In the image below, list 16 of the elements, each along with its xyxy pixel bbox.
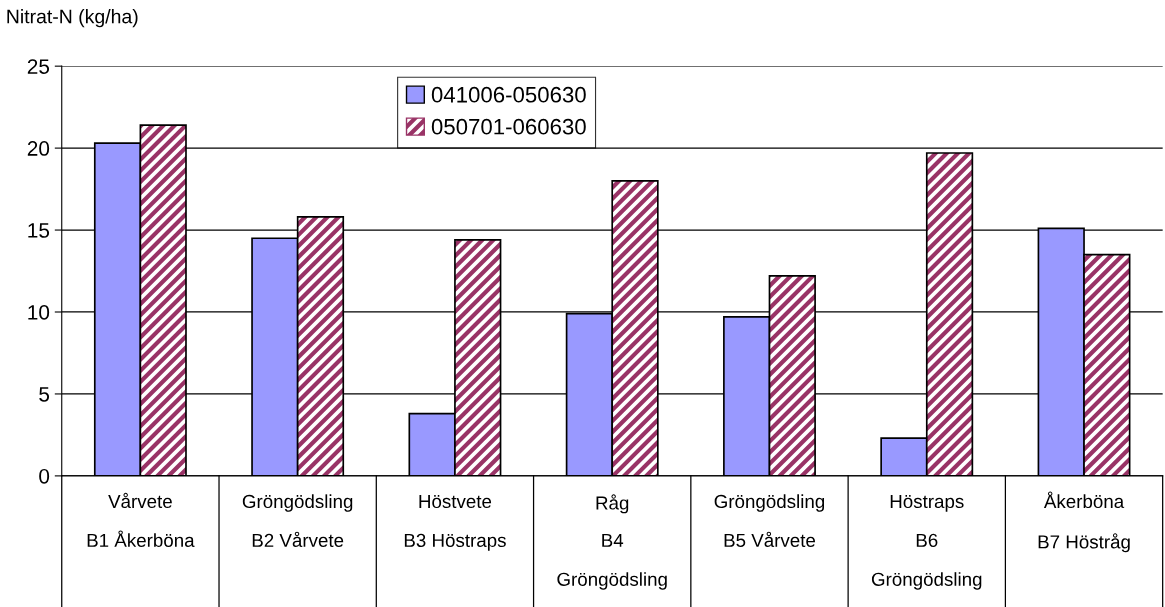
y-axis-title: Nitrat-N (kg/ha) (7, 9, 138, 28)
x-tick-label: Vårvete B1 Åkerböna (87, 492, 195, 548)
category-label: Åkerböna B7 Höstråg (1038, 491, 1130, 553)
y-tick-label: 10 (28, 305, 50, 320)
category-label: Råg B4 Gröngödsling (557, 494, 667, 590)
y-tick-label: 25 (27, 59, 50, 74)
y-tick-label: 5 (39, 387, 50, 402)
legend-label: 041006-050630 (431, 86, 586, 103)
category-label: Höstvete B3 Höstraps (404, 495, 506, 551)
x-tick-label: Gröngödsling B2 Vårvete (242, 494, 353, 548)
y-tick-label: 0 (39, 468, 50, 484)
y-tick-label: 20 (27, 141, 50, 156)
x-tick-label: Gröngödsling B5 Vårvete (714, 494, 825, 548)
y-tick-label: 15 (28, 223, 50, 238)
category-label: Höstraps B6 Gröngödsling (871, 495, 982, 590)
legend-label: 050701-060630 (431, 118, 586, 135)
